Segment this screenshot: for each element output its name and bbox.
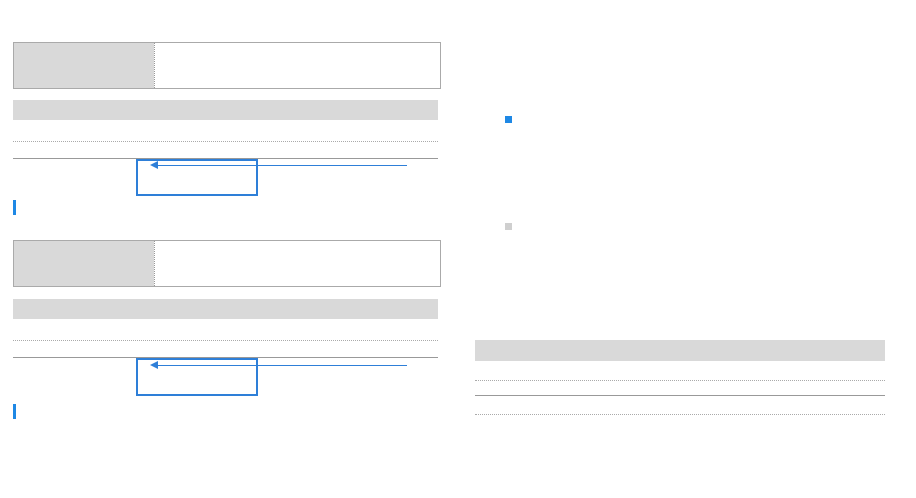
count-table-header (13, 100, 438, 120)
trend-line (157, 365, 407, 366)
accent-bar (13, 404, 16, 419)
trend-line (157, 165, 407, 166)
note-2 (13, 404, 27, 419)
count-summary-box (13, 42, 441, 89)
arrow-left-icon (150, 361, 158, 369)
count-summary-label (14, 43, 154, 88)
highlight-box-young (136, 159, 258, 196)
group-age (618, 340, 885, 361)
search-table (475, 340, 885, 434)
count-table (13, 100, 438, 195)
group-age (134, 100, 438, 120)
note-1 (13, 200, 27, 215)
time-summary-value (154, 241, 440, 286)
stacked-bar-chart (600, 70, 830, 340)
legend-bottom-swatch (505, 223, 512, 230)
search-table-header (475, 340, 885, 361)
legend-top (505, 113, 617, 123)
legend-bottom (505, 220, 617, 230)
group-gender (13, 299, 134, 319)
group-gender (475, 340, 618, 361)
time-summary-box (13, 240, 441, 287)
arrow-left-icon (150, 161, 158, 169)
time-table (13, 299, 438, 396)
time-table-header (13, 299, 438, 319)
group-age (134, 299, 438, 319)
group-gender (13, 100, 134, 120)
time-summary-label (14, 241, 154, 286)
highlight-box-young (136, 358, 258, 396)
accent-bar (13, 200, 16, 215)
count-summary-value (154, 43, 440, 88)
legend-top-swatch (505, 116, 512, 123)
